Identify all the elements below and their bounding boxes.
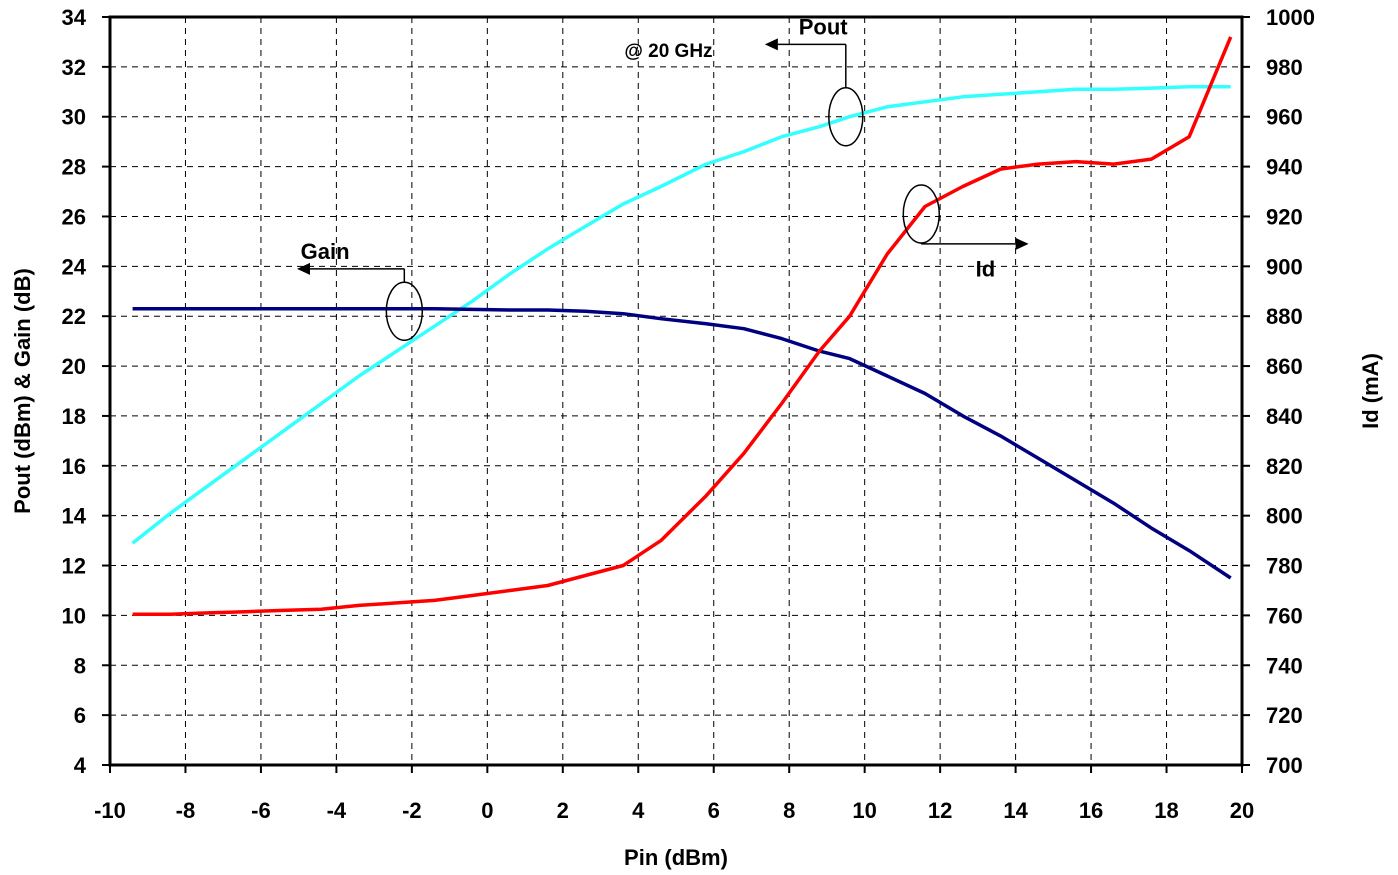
plot-frame [108, 15, 1244, 767]
y-right-tick-label: 780 [1266, 554, 1303, 579]
y-left-tick-label: 24 [62, 254, 87, 279]
y-left-tick-label: 32 [62, 55, 86, 80]
grid [110, 17, 1242, 765]
x-tick-label: -6 [251, 798, 271, 823]
y-left-tick-label: 6 [74, 703, 86, 728]
y-right-tick-label: 760 [1266, 603, 1303, 628]
y-left-tick-label: 4 [74, 753, 87, 778]
pout-label: Pout [799, 14, 849, 39]
y-left-tick-label: 34 [62, 5, 87, 30]
x-tick-label: -2 [402, 798, 422, 823]
x-tick-label: 20 [1230, 798, 1254, 823]
y-left-tick-label: 20 [62, 354, 86, 379]
x-tick-label: -10 [94, 798, 126, 823]
y-right-tick-label: 980 [1266, 55, 1303, 80]
y-right-tick-label: 860 [1266, 354, 1303, 379]
y-right-tick-label: 840 [1266, 404, 1303, 429]
x-tick-label: 10 [852, 798, 876, 823]
y-right-tick-label: 1000 [1266, 5, 1315, 30]
y-right-tick-label: 920 [1266, 204, 1303, 229]
y-left-tick-label: 26 [62, 204, 86, 229]
y-left-tick-label: 18 [62, 404, 86, 429]
y-right-tick-label: 800 [1266, 504, 1303, 529]
x-tick-label: 0 [481, 798, 493, 823]
y-right-tick-label: 880 [1266, 304, 1303, 329]
y-left-tick-label: 22 [62, 304, 86, 329]
y-left-tick-label: 10 [62, 603, 86, 628]
y-left-tick-label: 12 [62, 554, 86, 579]
y-right-tick-label: 900 [1266, 254, 1303, 279]
series-layer [131, 36, 1233, 616]
y-right-tick-label: 960 [1266, 105, 1303, 130]
id-arrowhead [1015, 237, 1029, 250]
y-left-tick-label: 16 [62, 454, 86, 479]
y-left-tick-label: 30 [62, 105, 86, 130]
y-left-tick-label: 8 [74, 653, 86, 678]
gain-arrowhead [296, 262, 310, 275]
x-tick-label: 14 [1003, 798, 1028, 823]
x-tick-label: 16 [1079, 798, 1103, 823]
x-tick-label: 2 [557, 798, 569, 823]
series-line-gain [132, 306, 1232, 580]
x-tick-label: 4 [632, 798, 645, 823]
y-left-tick-label: 28 [62, 155, 86, 180]
y-axis-left-title: Pout (dBm) & Gain (dB) [10, 268, 35, 514]
y-right-tick-label: 820 [1266, 454, 1303, 479]
y-right-tick-label: 700 [1266, 753, 1303, 778]
x-tick-label: -8 [176, 798, 196, 823]
x-tick-label: 18 [1154, 798, 1178, 823]
series-line-id [132, 36, 1233, 616]
y-right-tick-label: 720 [1266, 703, 1303, 728]
series-line-pout [131, 85, 1231, 545]
gain-label: Gain [301, 239, 350, 264]
frequency-annotation: @ 20 GHz [624, 41, 712, 62]
y-right-tick-label: 940 [1266, 155, 1303, 180]
x-tick-label: 8 [783, 798, 795, 823]
y-axis-right-title: Id (mA) [1358, 353, 1383, 429]
y-left-tick-label: 14 [62, 504, 87, 529]
x-tick-label: 12 [928, 798, 952, 823]
x-tick-label: 6 [708, 798, 720, 823]
y-right-tick-label: 740 [1266, 653, 1303, 678]
id-label: Id [976, 256, 996, 281]
tick-layer: -10 -8 -6 -4 -2 0 2 4 6 8 10 12 14 16 18 20468101214161… [62, 5, 1315, 823]
series-labels: Pout Gain Id [296, 14, 1029, 341]
x-tick-label: -4 [327, 798, 347, 823]
pout-arrowhead [764, 38, 778, 51]
x-axis-title: Pin (dBm) [624, 845, 728, 870]
